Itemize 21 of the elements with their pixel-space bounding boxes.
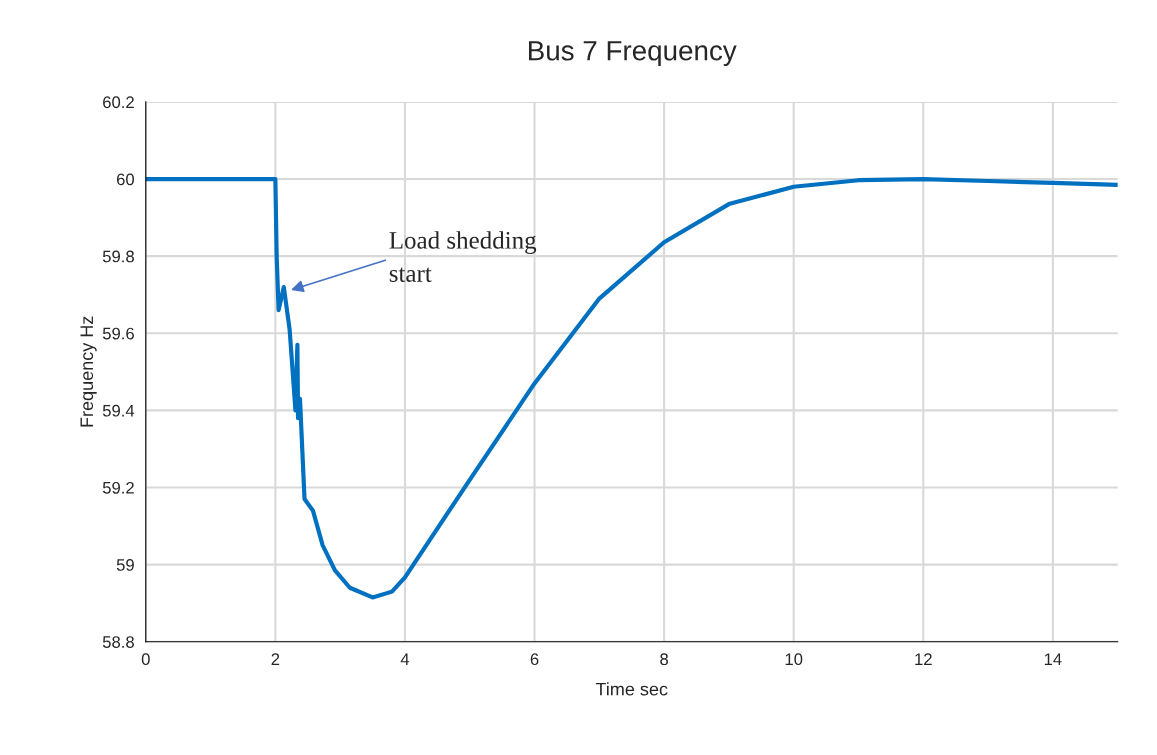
annotation: Load shedding start: [389, 231, 537, 282]
chart-title: Bus 7 Frequency: [529, 41, 737, 67]
y-tick-label: 60: [116, 173, 135, 186]
x-tick-label: 10: [785, 653, 803, 666]
x-tick-label: 0: [141, 653, 150, 666]
y-tick-label: 59.6: [102, 327, 134, 340]
x-tick-label: 4: [400, 653, 410, 665]
line-series: [145, 176, 1118, 600]
y-tick-label: 59.4: [102, 404, 135, 417]
y-tick-label: 59.8: [102, 250, 134, 263]
y-tick-label: 59: [116, 559, 134, 571]
y-tick-label: 58.8: [102, 636, 134, 648]
y-tick-label: 60.2: [103, 96, 134, 109]
y-axis-title: Frequency Hz: [80, 316, 97, 427]
x-tick-label: 2: [271, 653, 280, 665]
y-tick-label: 59.2: [102, 481, 134, 494]
x-axis-title: Time sec: [595, 682, 668, 696]
x-tick-label: 14: [1044, 653, 1062, 665]
x-tick-label: 8: [660, 653, 669, 666]
x-tick-label: 6: [530, 653, 539, 666]
x-tick-label: 12: [915, 653, 932, 665]
